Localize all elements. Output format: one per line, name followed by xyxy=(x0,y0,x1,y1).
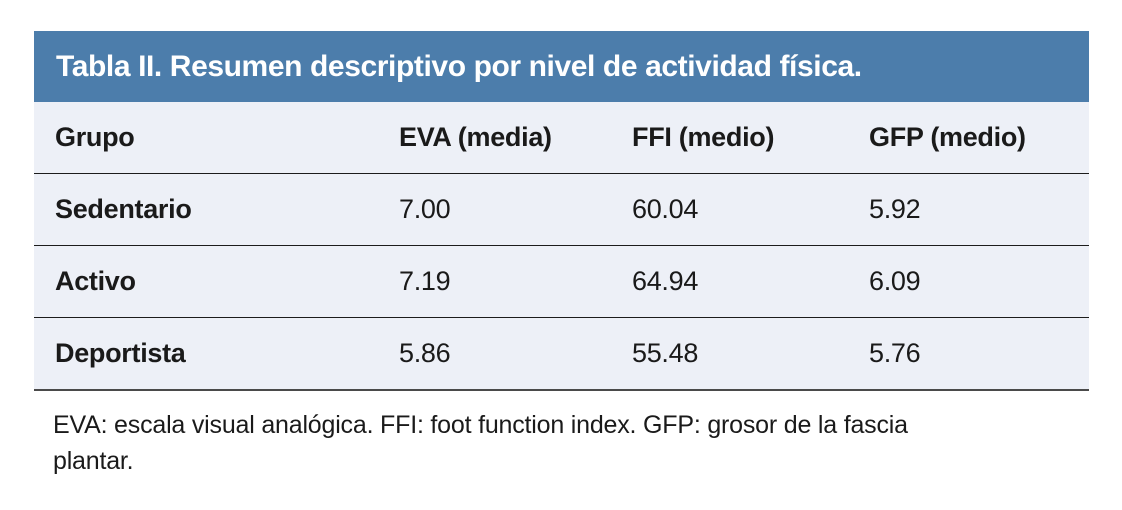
column-header-ffi: FFI (medio) xyxy=(632,122,775,152)
eva-value: 7.00 xyxy=(399,194,451,224)
ffi-value: 55.48 xyxy=(632,338,699,368)
column-header-gfp: GFP (medio) xyxy=(869,122,1026,152)
footnote-line-2: plantar. xyxy=(53,447,134,475)
column-header-grupo: Grupo xyxy=(55,122,135,152)
table-footnote: EVA: escala visual analógica. FFI: foot … xyxy=(34,391,1089,479)
column-header-eva: EVA (media) xyxy=(399,122,552,152)
eva-value: 7.19 xyxy=(399,266,451,296)
table-row: Deportista 5.86 55.48 5.76 xyxy=(34,317,1089,389)
table-body: Grupo EVA (media) FFI (medio) GFP (medio… xyxy=(34,102,1089,391)
gfp-value: 6.09 xyxy=(869,266,921,296)
footnote-line-1: EVA: escala visual analógica. FFI: foot … xyxy=(53,411,908,439)
gfp-value: 5.76 xyxy=(869,338,921,368)
table-row: Sedentario 7.00 60.04 5.92 xyxy=(34,173,1089,245)
eva-value: 5.86 xyxy=(399,338,451,368)
table-title: Tabla II. Resumen descriptivo por nivel … xyxy=(56,50,862,83)
table-header-row: Grupo EVA (media) FFI (medio) GFP (medio… xyxy=(34,102,1089,173)
gfp-value: 5.92 xyxy=(869,194,921,224)
table-card: Tabla II. Resumen descriptivo por nivel … xyxy=(34,31,1089,479)
table-title-bar: Tabla II. Resumen descriptivo por nivel … xyxy=(34,31,1089,102)
row-label: Activo xyxy=(55,266,136,296)
row-label: Sedentario xyxy=(55,194,192,224)
ffi-value: 60.04 xyxy=(632,194,699,224)
row-label: Deportista xyxy=(55,338,186,368)
table-row: Activo 7.19 64.94 6.09 xyxy=(34,245,1089,317)
ffi-value: 64.94 xyxy=(632,266,699,296)
